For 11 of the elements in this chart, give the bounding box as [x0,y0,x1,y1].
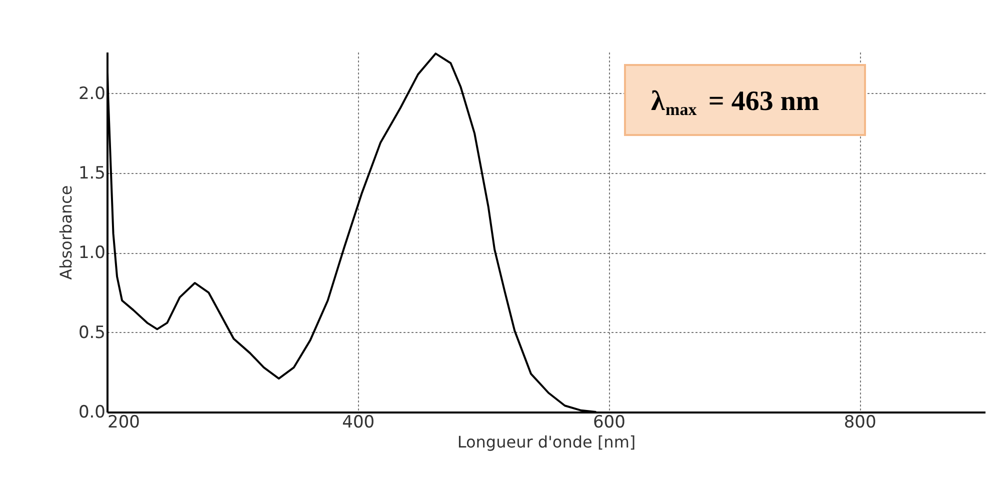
x-tick-label: 400 [342,412,375,432]
x-axis-title: Longueur d'onde [nm] [457,432,636,452]
y-tick-label: 1.0 [78,243,106,264]
x-tick-label: 800 [844,412,876,432]
x-tick-label: 200 [108,412,140,432]
y-tick-label: 0.0 [78,402,106,422]
y-tick-label: 1.5 [78,164,106,184]
y-tick-label: 2.0 [78,84,106,104]
x-tick-label: 600 [592,412,626,432]
y-axis-title: Absorbance [56,185,76,280]
y-tick-label: 0.5 [78,322,106,343]
